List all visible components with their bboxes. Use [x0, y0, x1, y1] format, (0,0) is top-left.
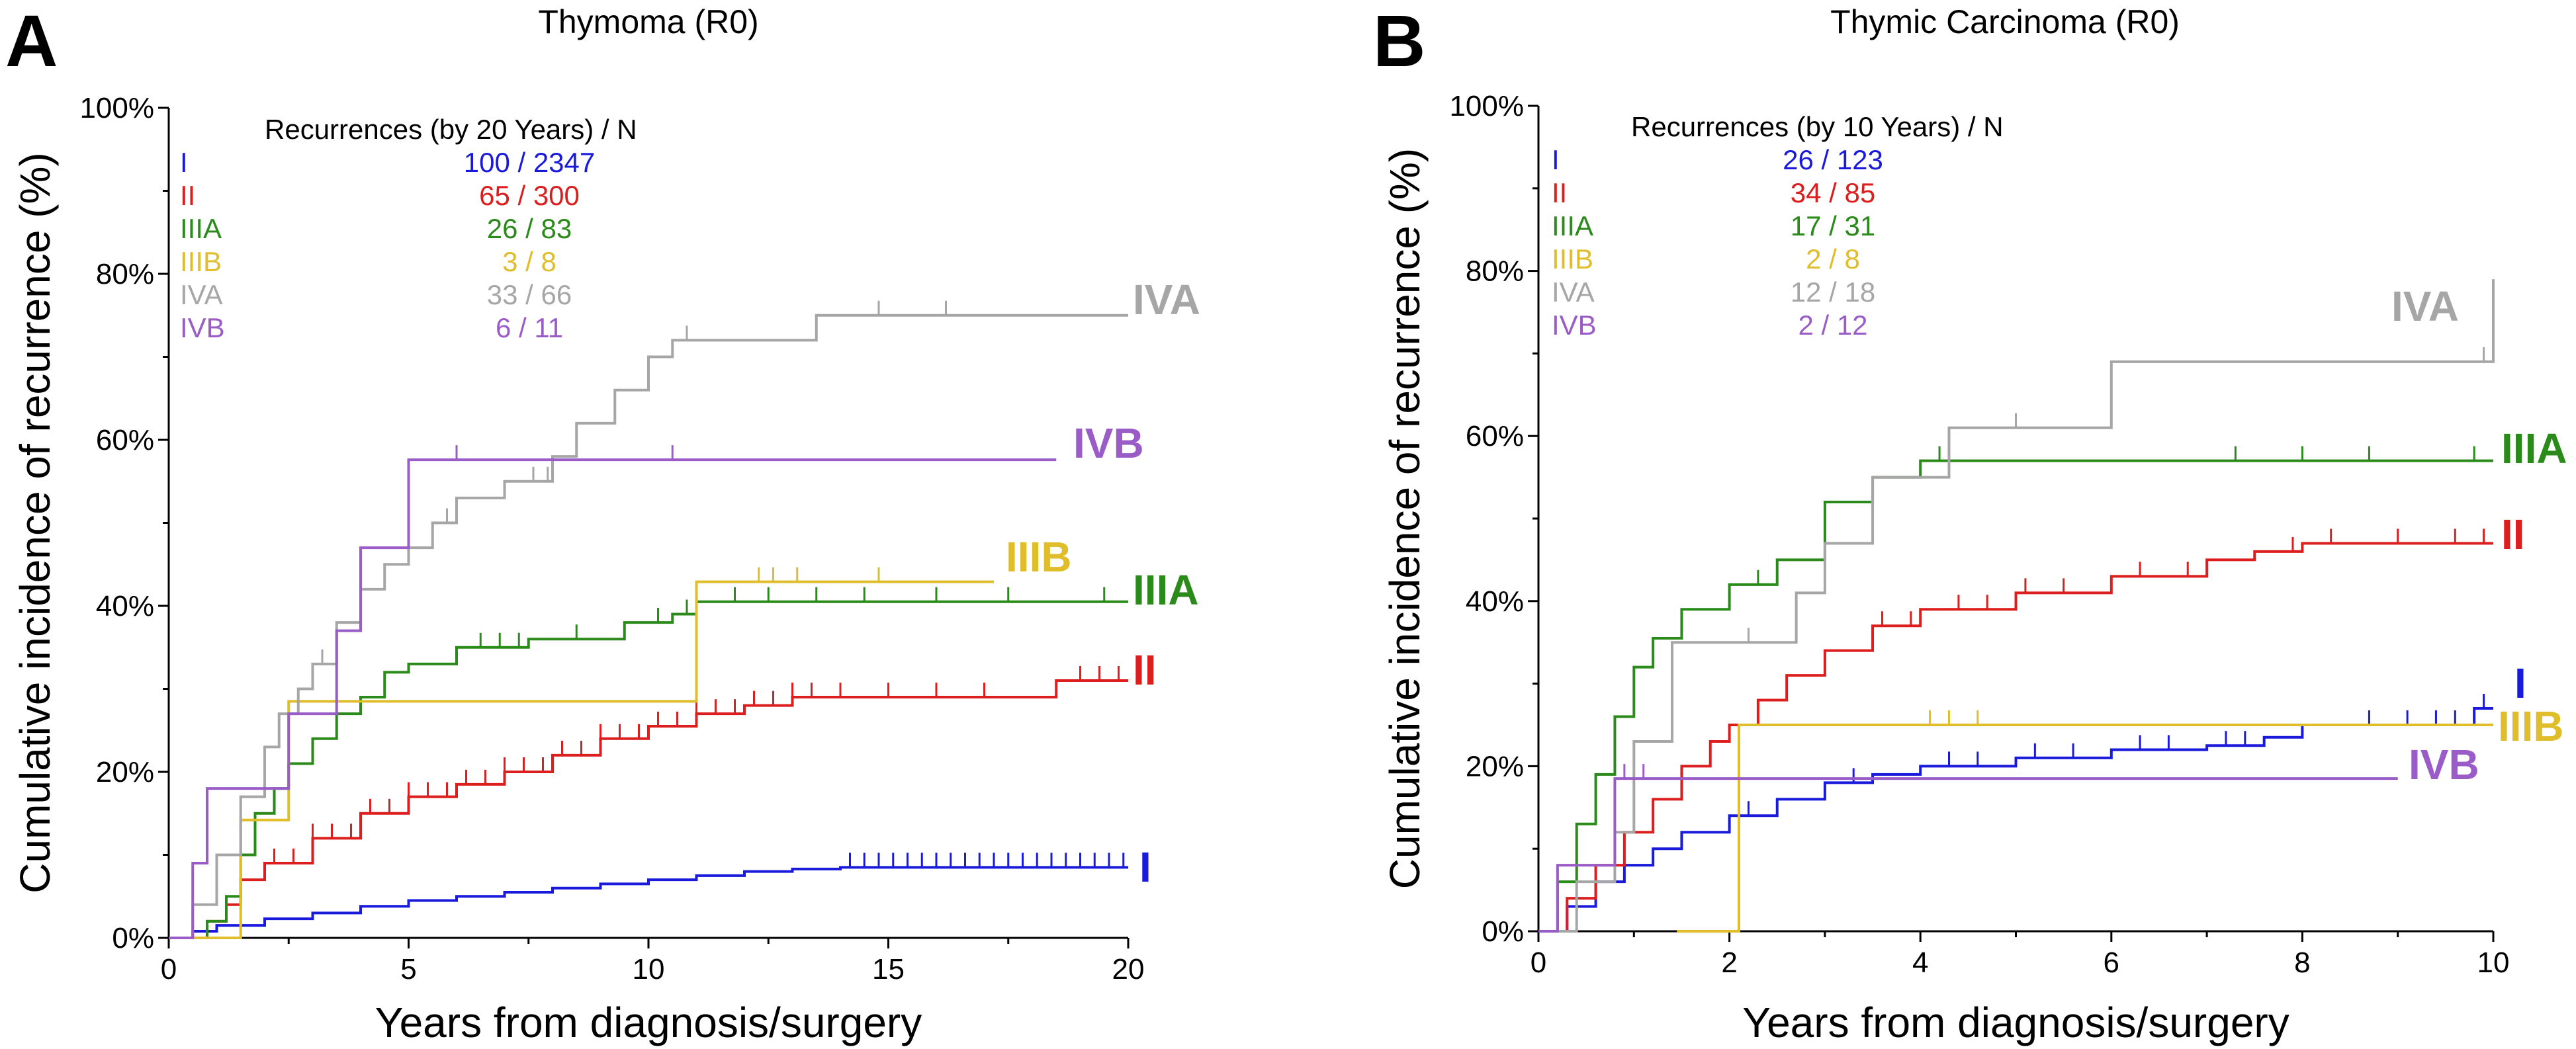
series-line-iiib [169, 580, 994, 939]
legend-label: IIIA [180, 213, 222, 244]
y-tick-label: 40% [96, 590, 154, 622]
legend-ratio: 65 / 300 [479, 180, 580, 211]
legend-label: IIIB [1552, 243, 1593, 274]
series-i: I [169, 843, 1151, 939]
y-tick-label: 40% [1466, 585, 1524, 618]
series-iva: IVA [169, 276, 1200, 939]
x-tick-label: 10 [633, 953, 665, 986]
series-end-label: IIIA [2501, 425, 2567, 472]
series-line-iva [169, 314, 1128, 939]
x-tick-label: 20 [1112, 953, 1145, 986]
series-ii: II [169, 646, 1157, 939]
legend: Recurrences (by 20 Years) / N I 100 / 2347… [180, 114, 637, 343]
y-tick-label: 0% [112, 922, 154, 954]
legend-label: II [180, 180, 195, 211]
y-tick-label: 100% [79, 92, 154, 124]
series-iiib: IIIB [1677, 702, 2564, 933]
legend-ratio: 34 / 85 [1791, 177, 1875, 208]
y-tick-label: 80% [96, 258, 154, 290]
x-tick-label: 10 [2477, 946, 2510, 979]
legend-label: IVB [180, 312, 225, 343]
series-end-label: IVA [2391, 282, 2459, 330]
legend-label: IVB [1552, 310, 1597, 341]
series-iiia: IIIA [1538, 425, 2567, 933]
series-ivb: IVB [1538, 741, 2479, 933]
legend-ratio: 3 / 8 [502, 246, 556, 277]
x-tick-label: 2 [1721, 946, 1737, 979]
x-axis-title: Years from diagnosis/surgery [375, 999, 922, 1046]
series-ii: II [1538, 511, 2525, 933]
series-line-i [169, 866, 1128, 939]
legend-ratio: 2 / 8 [1806, 243, 1860, 274]
y-tick-label: 80% [1466, 255, 1524, 288]
series-line-ii [169, 679, 1128, 939]
y-tick-label: 60% [1466, 420, 1524, 452]
series-i: I [1538, 659, 2526, 933]
panel-letter: B [1373, 1, 1425, 82]
legend-ratio: 100 / 2347 [464, 147, 596, 178]
series-iiia: IIIA [169, 566, 1199, 939]
series-line-iiia [1538, 459, 2493, 933]
legend-ratio: 17 / 31 [1791, 210, 1875, 241]
x-tick-label: 15 [872, 953, 905, 986]
y-tick-label: 100% [1449, 90, 1524, 122]
series-end-label: I [1139, 843, 1151, 891]
legend-ratio: 33 / 66 [487, 279, 572, 310]
x-tick-label: 0 [1531, 946, 1546, 979]
legend-ratio: 6 / 11 [496, 312, 563, 343]
series-end-label: IIIB [2498, 702, 2564, 750]
series-ivb: IVB [169, 419, 1144, 939]
series-line-ivb [169, 458, 1057, 939]
x-tick-label: 5 [400, 953, 416, 986]
panel-letter: A [5, 1, 58, 82]
series-end-label: IIIA [1133, 566, 1199, 614]
x-axis-title: Years from diagnosis/surgery [1742, 999, 2289, 1046]
y-tick-label: 20% [1466, 750, 1524, 782]
y-tick-label: 60% [96, 424, 154, 456]
legend-label: IIIA [1552, 210, 1593, 241]
x-tick-label: 4 [1912, 946, 1928, 979]
legend-ratio: 26 / 83 [487, 213, 572, 244]
chart-panel-a: A Thymoma (R0) 0% 20% 40% 60% 80% 100% 0 5 10 15 20 Y… [5, 1, 1200, 1046]
legend-header: Recurrences (by 10 Years) / N [1631, 111, 2004, 142]
series-end-label: IVB [2409, 741, 2479, 788]
y-tick-label: 0% [1482, 915, 1524, 948]
chart-title: Thymoma (R0) [538, 3, 758, 40]
x-tick-label: 0 [161, 953, 177, 986]
x-tick-label: 6 [2104, 946, 2119, 979]
y-tick-label: 20% [96, 756, 154, 788]
legend-label: I [180, 147, 188, 178]
series-end-label: I [2514, 659, 2526, 707]
legend-label: IIIB [180, 246, 222, 277]
legend-ratio: 26 / 123 [1783, 144, 1883, 175]
series-end-label: IVB [1073, 419, 1144, 467]
chart-title: Thymic Carcinoma (R0) [1830, 3, 2180, 40]
legend-label: IVA [180, 279, 223, 310]
series-line-iiib [1677, 724, 2493, 933]
y-axis-title: Cumulative incidence of recurrence (%) [11, 152, 59, 893]
series-end-label: IIIB [1006, 533, 1072, 581]
legend-header: Recurrences (by 20 Years) / N [265, 114, 637, 145]
chart-panel-b: B Thymic Carcinoma (R0) 0% 20% 40% 60% 80% 100%… [1373, 1, 2567, 1046]
series-line-ivb [1538, 777, 2398, 933]
legend: Recurrences (by 10 Years) / N I 26 / 123 II… [1552, 111, 2004, 341]
legend-ratio: 2 / 12 [1798, 310, 1867, 341]
series-end-label: II [2501, 511, 2525, 558]
series-end-label: IVA [1133, 276, 1200, 323]
legend-label: IVA [1552, 276, 1595, 308]
legend-label: I [1552, 144, 1560, 175]
x-tick-label: 8 [2294, 946, 2310, 979]
y-axis-title: Cumulative incidence of recurrence (%) [1381, 148, 1429, 889]
series-line-ii [1538, 542, 2493, 933]
series-line-i [1538, 707, 2493, 933]
series-line-iiia [169, 600, 1128, 939]
legend-label: II [1552, 177, 1567, 208]
legend-ratio: 12 / 18 [1791, 276, 1875, 308]
series-end-label: II [1133, 646, 1157, 694]
